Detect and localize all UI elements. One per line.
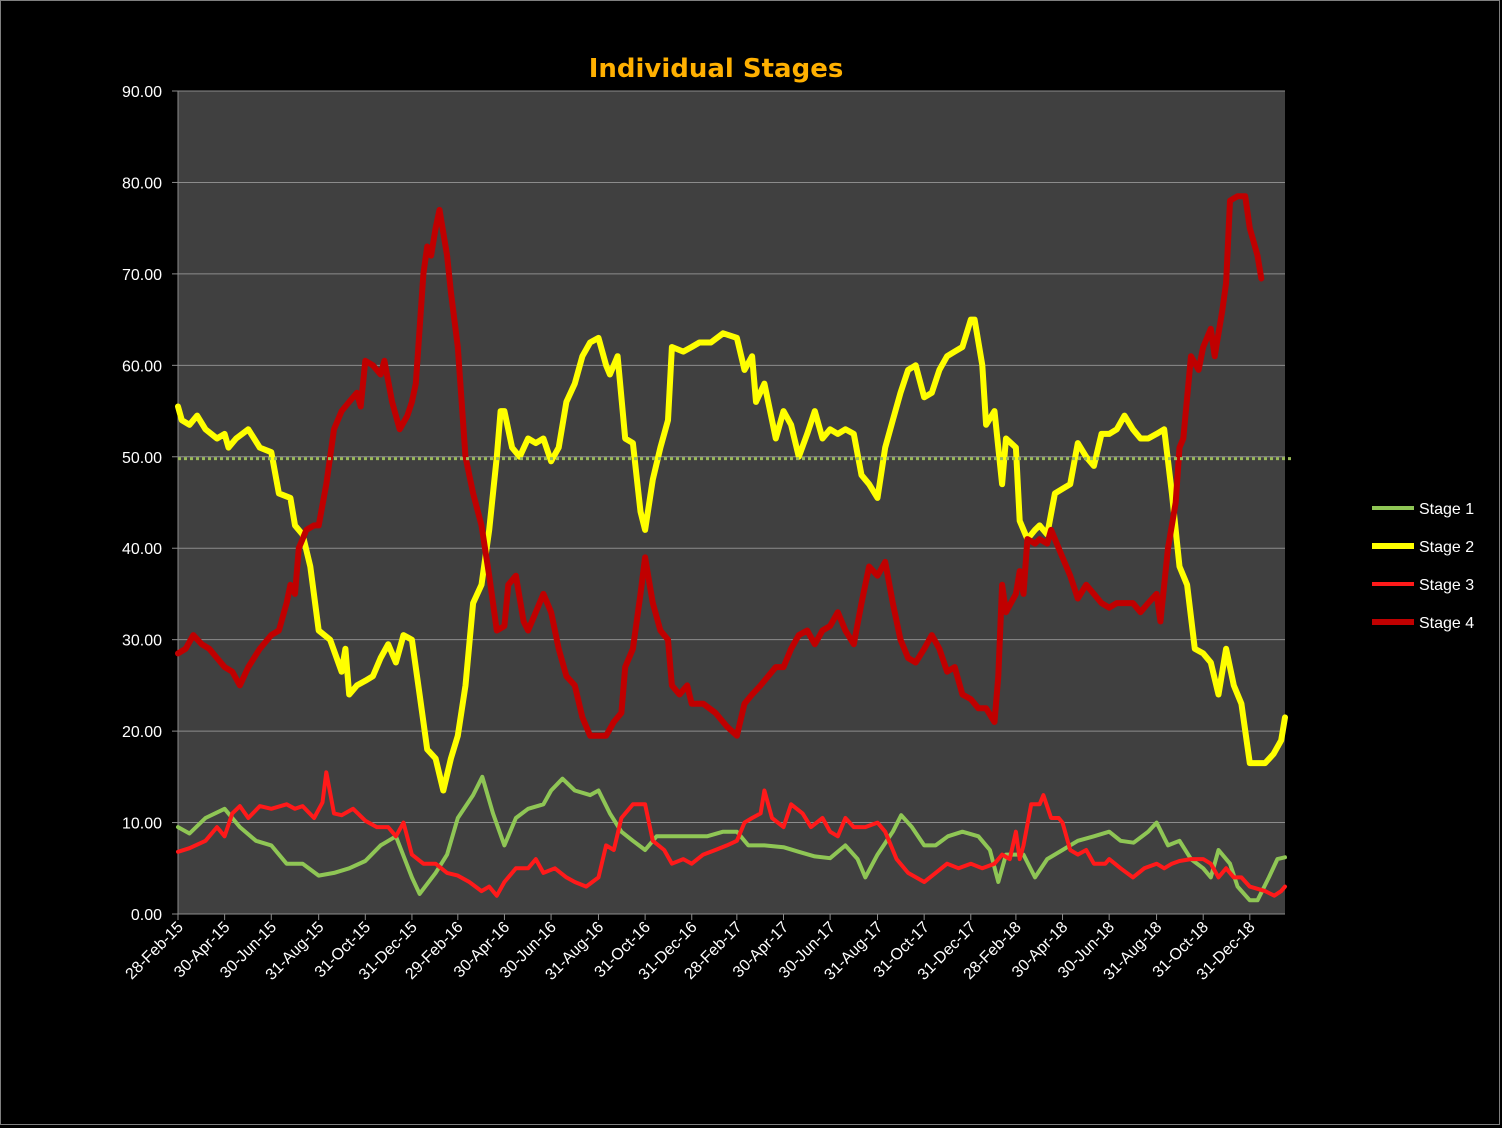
legend-label: Stage 4 (1419, 615, 1474, 632)
y-tick-label: 50.00 (122, 450, 162, 467)
series-line-stage-3 (176, 770, 1287, 898)
plot-area (178, 91, 1285, 914)
y-tick-label: 90.00 (122, 84, 162, 101)
y-tick-label: 20.00 (122, 724, 162, 741)
series-line-stage-4 (175, 193, 1265, 739)
y-tick-label: 70.00 (122, 267, 162, 284)
series-line-stage-2 (175, 316, 1288, 794)
y-tick-label: 60.00 (122, 358, 162, 375)
series-lines (175, 193, 1291, 903)
legend-label: Stage 2 (1419, 539, 1474, 556)
y-tick-label: 40.00 (122, 541, 162, 558)
y-tick-label: 0.00 (131, 907, 162, 924)
chart-title: Individual Stages (589, 54, 844, 84)
y-tick-label: 30.00 (122, 633, 162, 650)
legend-label: Stage 3 (1419, 577, 1474, 594)
legend-label: Stage 1 (1419, 501, 1474, 518)
y-tick-label: 10.00 (122, 816, 162, 833)
y-tick-label: 80.00 (122, 175, 162, 192)
series-line-stage-1 (176, 774, 1287, 903)
legend: Stage 1 Stage 2 Stage 3 Stage 4 (1372, 501, 1474, 632)
y-axis: 0.00 10.00 20.00 30.00 40.00 50.00 60.00 70.00 8… (122, 84, 179, 924)
x-axis: 28-Feb-1530-Apr-1530-Jun-1531-Aug-1531-O… (123, 913, 1285, 984)
